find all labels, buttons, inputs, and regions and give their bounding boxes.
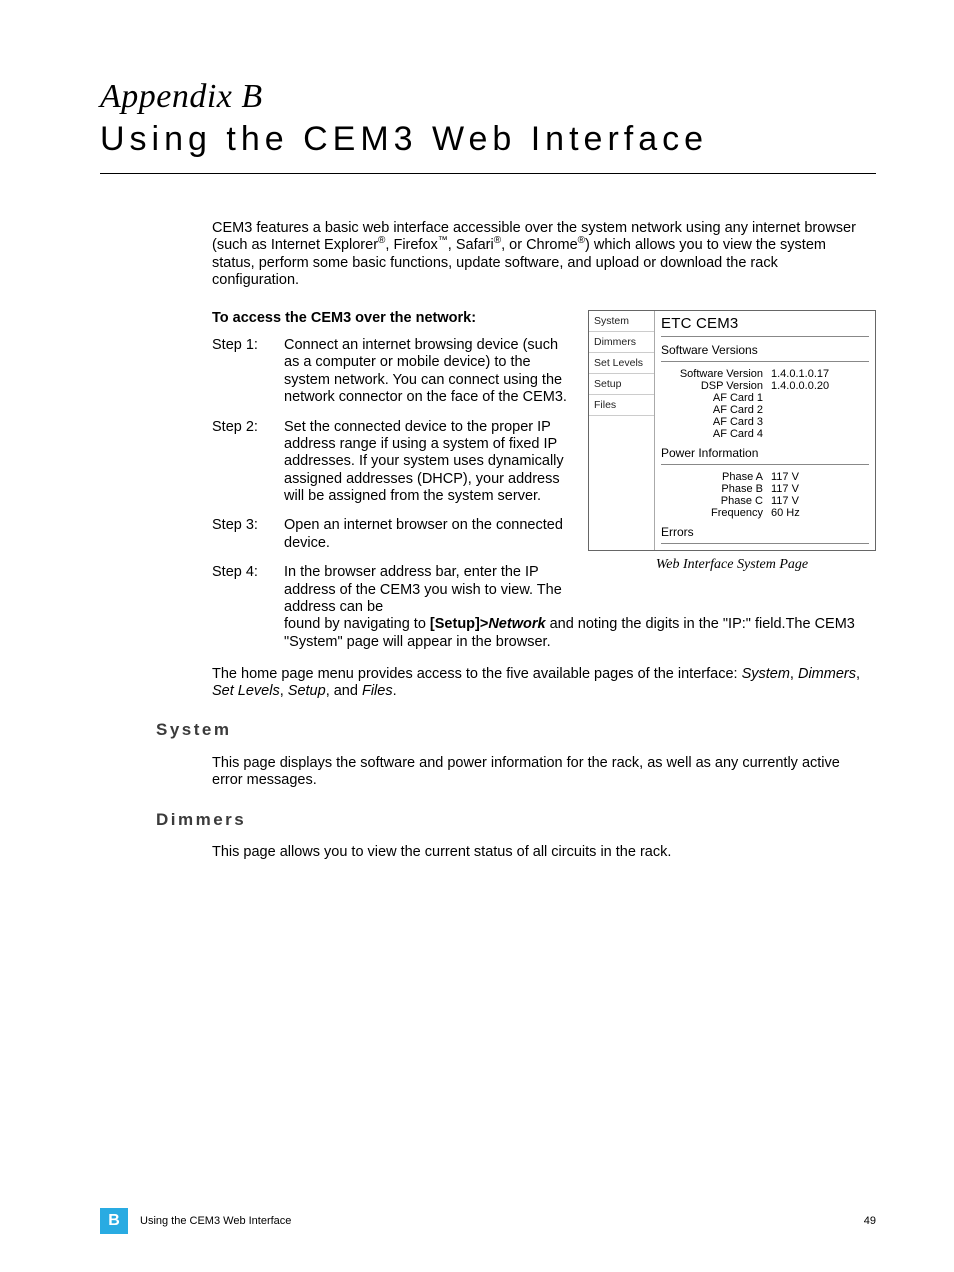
- section-body-dimmers: This page allows you to view the current…: [212, 844, 866, 861]
- table-row: AF Card 2: [661, 404, 869, 416]
- section-body-system: This page displays the software and powe…: [212, 755, 866, 790]
- table-row: Phase A117 V: [661, 471, 869, 483]
- screenshot-rule: [661, 464, 869, 465]
- row-value: 117 V: [771, 471, 869, 483]
- home-item-system: System: [742, 666, 790, 682]
- table-row: DSP Version1.4.0.0.0.20: [661, 380, 869, 392]
- screenshot-errors-heading: Errors: [661, 525, 869, 539]
- screenshot-caption: Web Interface System Page: [588, 557, 876, 573]
- row-value: 1.4.0.0.0.20: [771, 380, 869, 392]
- table-row: Phase C117 V: [661, 495, 869, 507]
- row-label: Frequency: [661, 507, 771, 519]
- web-interface-screenshot: System Dimmers Set Levels Setup Files ET…: [588, 310, 876, 551]
- table-row: AF Card 4: [661, 428, 869, 440]
- table-row: AF Card 1: [661, 392, 869, 404]
- step-row: Step 1: Connect an internet browsing dev…: [212, 337, 570, 407]
- section-heading-system: System: [156, 720, 876, 740]
- row-label: AF Card 4: [661, 428, 771, 440]
- step-text: Connect an internet browsing device (suc…: [284, 337, 570, 407]
- table-row: Software Version1.4.0.1.0.17: [661, 368, 869, 380]
- table-row: Frequency60 Hz: [661, 507, 869, 519]
- step-text: In the browser address bar, enter the IP…: [284, 564, 570, 616]
- power-info-table: Phase A117 V Phase B117 V Phase C117 V F…: [661, 471, 869, 519]
- main-title: Using the CEM3 Web Interface: [100, 120, 876, 159]
- row-label: Phase A: [661, 471, 771, 483]
- steps-column: To access the CEM3 over the network: Ste…: [212, 310, 570, 617]
- footer-badge: B: [100, 1208, 128, 1234]
- nav-item-files: Files: [589, 395, 654, 416]
- screenshot-power-heading: Power Information: [661, 446, 869, 460]
- table-row: Phase B117 V: [661, 483, 869, 495]
- home-item-files: Files: [362, 683, 393, 699]
- footer-text: Using the CEM3 Web Interface: [140, 1215, 864, 1227]
- step-text: Open an internet browser on the connecte…: [284, 517, 570, 552]
- step-row: Step 2: Set the connected device to the …: [212, 419, 570, 506]
- access-heading: To access the CEM3 over the network:: [212, 310, 570, 327]
- nav-item-set-levels: Set Levels: [589, 353, 654, 374]
- screenshot-rule: [661, 361, 869, 362]
- step4-continuation: found by navigating to [Setup]>Network a…: [284, 616, 876, 651]
- intro-paragraph: CEM3 features a basic web interface acce…: [212, 220, 866, 290]
- step-row: Step 4: In the browser address bar, ente…: [212, 564, 570, 616]
- step-label: Step 3:: [212, 517, 284, 552]
- row-label: Phase C: [661, 495, 771, 507]
- section-heading-dimmers: Dimmers: [156, 810, 876, 830]
- row-value: [771, 428, 869, 440]
- home-paragraph: The home page menu provides access to th…: [212, 666, 866, 701]
- home-para-pre: The home page menu provides access to th…: [212, 666, 742, 682]
- row-value: 1.4.0.1.0.17: [771, 368, 869, 380]
- step-label: Step 1:: [212, 337, 284, 407]
- home-item-dimmers: Dimmers: [798, 666, 856, 682]
- screenshot-sw-heading: Software Versions: [661, 343, 869, 357]
- screenshot-main: ETC CEM3 Software Versions Software Vers…: [655, 311, 875, 550]
- screenshot-title: ETC CEM3: [661, 315, 869, 332]
- step-row: Step 3: Open an internet browser on the …: [212, 517, 570, 552]
- row-value: 117 V: [771, 495, 869, 507]
- step4-cont-pre: found by navigating to: [284, 616, 430, 632]
- title-rule: [100, 173, 876, 174]
- step4-network-bolditalic: Network: [488, 616, 545, 632]
- row-value: [771, 392, 869, 404]
- page-footer: B Using the CEM3 Web Interface 49: [100, 1208, 876, 1234]
- home-item-set-levels: Set Levels: [212, 683, 280, 699]
- row-label: Software Version: [661, 368, 771, 380]
- software-versions-table: Software Version1.4.0.1.0.17 DSP Version…: [661, 368, 869, 440]
- row-value: [771, 404, 869, 416]
- page: Appendix B Using the CEM3 Web Interface …: [0, 0, 954, 1272]
- row-label: DSP Version: [661, 380, 771, 392]
- footer-page-number: 49: [864, 1215, 876, 1227]
- row-label: AF Card 2: [661, 404, 771, 416]
- row-label: Phase B: [661, 483, 771, 495]
- screenshot-nav: System Dimmers Set Levels Setup Files: [589, 311, 655, 550]
- step-label: Step 4:: [212, 564, 284, 616]
- home-item-setup: Setup: [288, 683, 326, 699]
- row-value: [771, 416, 869, 428]
- nav-item-setup: Setup: [589, 374, 654, 395]
- step-text: Set the connected device to the proper I…: [284, 419, 570, 506]
- screenshot-rule: [661, 543, 869, 544]
- row-label: AF Card 3: [661, 416, 771, 428]
- row-value: 60 Hz: [771, 507, 869, 519]
- screenshot-column: System Dimmers Set Levels Setup Files ET…: [588, 310, 876, 617]
- nav-item-system: System: [589, 311, 654, 332]
- two-column-region: To access the CEM3 over the network: Ste…: [212, 310, 876, 617]
- row-value: 117 V: [771, 483, 869, 495]
- step-label: Step 2:: [212, 419, 284, 506]
- row-label: AF Card 1: [661, 392, 771, 404]
- nav-item-dimmers: Dimmers: [589, 332, 654, 353]
- screenshot-rule: [661, 336, 869, 337]
- table-row: AF Card 3: [661, 416, 869, 428]
- step4-setup-bold: [Setup]>: [430, 616, 488, 632]
- appendix-label: Appendix B: [100, 78, 876, 116]
